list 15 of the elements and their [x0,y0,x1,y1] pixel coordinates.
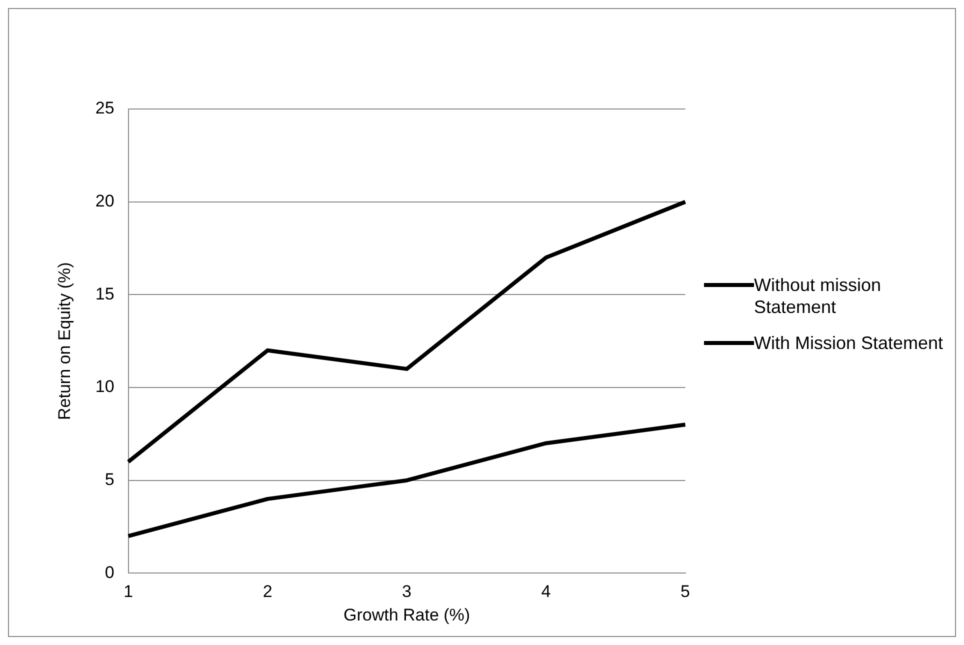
x-axis-title: Growth Rate (%) [343,605,470,624]
y-tick-label: 15 [95,284,114,304]
y-axis-title: Return on Equity (%) [54,262,74,420]
x-tick-label: 2 [262,582,272,602]
y-tick-label: 25 [95,98,114,118]
y-tick-label: 5 [104,470,114,490]
y-tick-label: 10 [95,377,114,396]
x-tick-label: 1 [124,582,134,602]
y-tick-label: 20 [95,192,114,211]
legend-label: With Mission Statement [754,332,944,354]
x-tick-label: 5 [680,582,690,602]
x-tick-label: 4 [541,582,551,602]
x-tick-label: 3 [402,582,412,602]
legend-label: Without mission Statement [754,274,882,318]
y-tick-label: 0 [104,562,114,582]
